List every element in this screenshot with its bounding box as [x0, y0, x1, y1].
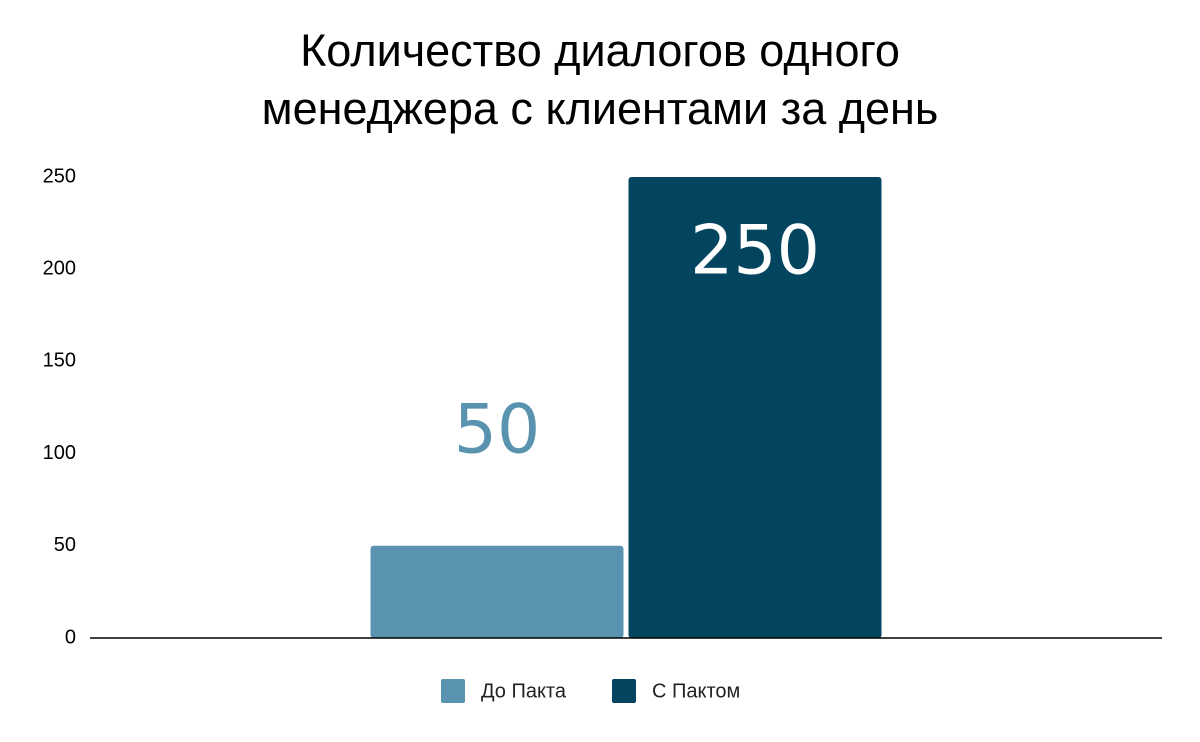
legend-label: С Пактом	[652, 680, 740, 702]
legend-label: До Пакта	[481, 680, 567, 702]
y-tick-label: 100	[43, 442, 76, 464]
legend-swatch	[441, 679, 465, 703]
y-tick-label: 250	[43, 165, 76, 187]
bar	[628, 177, 882, 638]
chart-title: Количество диалогов одного менеджера с к…	[261, 25, 939, 134]
legend-swatch	[612, 679, 636, 703]
y-tick-label: 50	[54, 534, 76, 556]
y-tick-label: 200	[43, 257, 76, 279]
y-tick-label: 150	[43, 350, 76, 372]
data-label: 50	[454, 390, 541, 469]
y-tick-label: 0	[65, 626, 76, 648]
bar	[370, 545, 624, 638]
data-label: 250	[690, 212, 820, 291]
